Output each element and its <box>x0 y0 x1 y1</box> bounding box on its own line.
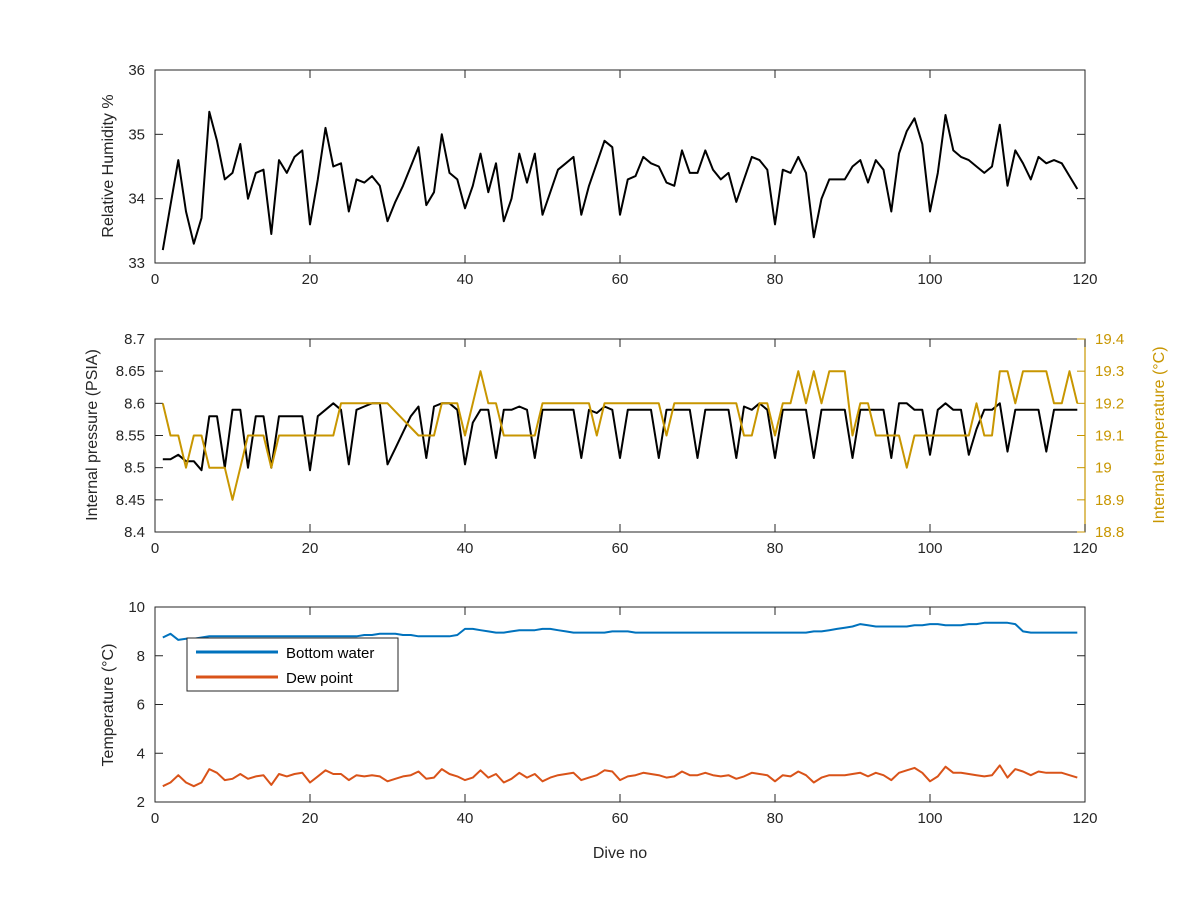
x-tick-label: 120 <box>1072 810 1097 827</box>
y-tick-label: 33 <box>128 255 145 272</box>
humidity-panel: 0 20 40 60 80 100 120 33 34 35 36 Relative Humidit… <box>100 62 1098 288</box>
x-tick-label: 100 <box>917 540 942 557</box>
y2-tick-label: 19.2 <box>1095 395 1124 412</box>
y-tick-label: 8 <box>137 648 145 665</box>
y2-tick-label: 18.8 <box>1095 524 1124 541</box>
x-tick-label: 120 <box>1072 271 1097 288</box>
x-tick-label: 0 <box>151 810 159 827</box>
y-tick-label: 8.55 <box>116 428 145 445</box>
series-line-2-1 <box>162 764 1078 788</box>
y-tick-label: 6 <box>137 697 145 714</box>
x-tick-label: 20 <box>302 540 319 557</box>
x-tick-label: 100 <box>917 271 942 288</box>
x-axis-label: Dive no <box>593 845 647 862</box>
y-tick-label: 8.65 <box>116 363 145 380</box>
legend-box <box>186 637 399 692</box>
y-tick-label: 8.6 <box>124 395 145 412</box>
y2-tick-label: 19.3 <box>1095 363 1124 380</box>
x-tick-label: 60 <box>612 271 629 288</box>
y-tick-label: 10 <box>128 599 145 616</box>
x-tick-label: 0 <box>151 540 159 557</box>
x-tick-label: 40 <box>457 540 474 557</box>
series-line-0-0 <box>161 110 1079 251</box>
x-tick-label: 100 <box>917 810 942 827</box>
y2-tick-label: 19.4 <box>1095 331 1124 348</box>
legend-label-bottom-water: Bottom water <box>286 645 374 662</box>
x-tick-label: 80 <box>767 271 784 288</box>
humidity-y-axis-label: Relative Humidity % <box>100 94 117 237</box>
series-line-1-0 <box>162 402 1078 472</box>
y-tick-label: 8.4 <box>124 524 145 541</box>
x-tick-label: 0 <box>151 271 159 288</box>
x-tick-label: 20 <box>302 810 319 827</box>
x-tick-label: 80 <box>767 810 784 827</box>
y-tick-label: 8.45 <box>116 492 145 509</box>
series-line-1-1 <box>161 370 1079 501</box>
temperature-y-axis-label: Temperature (°C) <box>100 644 117 767</box>
legend-label-dew-point: Dew point <box>286 670 354 687</box>
x-tick-label: 20 <box>302 271 319 288</box>
pressure-temperature-panel: 0 20 40 60 80 100 120 8.4 8.45 8.5 8.55 8.6 8.65 8.7 1… <box>84 331 1168 557</box>
x-tick-label: 40 <box>457 271 474 288</box>
y2-tick-label: 18.9 <box>1095 492 1124 509</box>
y-tick-label: 8.7 <box>124 331 145 348</box>
legend: Bottom water Dew point <box>186 637 399 692</box>
x-tick-label: 60 <box>612 540 629 557</box>
x-tick-label: 80 <box>767 540 784 557</box>
temperature-panel: 0 20 40 60 80 100 120 2 4 6 8 10 Temperature (°C) D… <box>100 599 1098 862</box>
y-tick-label: 35 <box>128 126 145 143</box>
series-line-2-0 <box>162 621 1078 641</box>
x-tick-label: 40 <box>457 810 474 827</box>
humidity-plot-area <box>154 69 1086 264</box>
y-tick-label: 4 <box>137 745 145 762</box>
x-tick-label: 60 <box>612 810 629 827</box>
y-tick-label: 2 <box>137 794 145 811</box>
x-tick-label: 120 <box>1072 540 1097 557</box>
y-tick-label: 36 <box>128 62 145 79</box>
y-tick-label: 8.5 <box>124 460 145 477</box>
internal-temperature-y-axis-label: Internal temperature (°C) <box>1151 346 1168 523</box>
y-tick-label: 34 <box>128 191 145 208</box>
pressure-y-axis-label: Internal pressure (PSIA) <box>84 349 101 521</box>
y2-tick-label: 19 <box>1095 460 1112 477</box>
y2-tick-label: 19.1 <box>1095 428 1124 445</box>
